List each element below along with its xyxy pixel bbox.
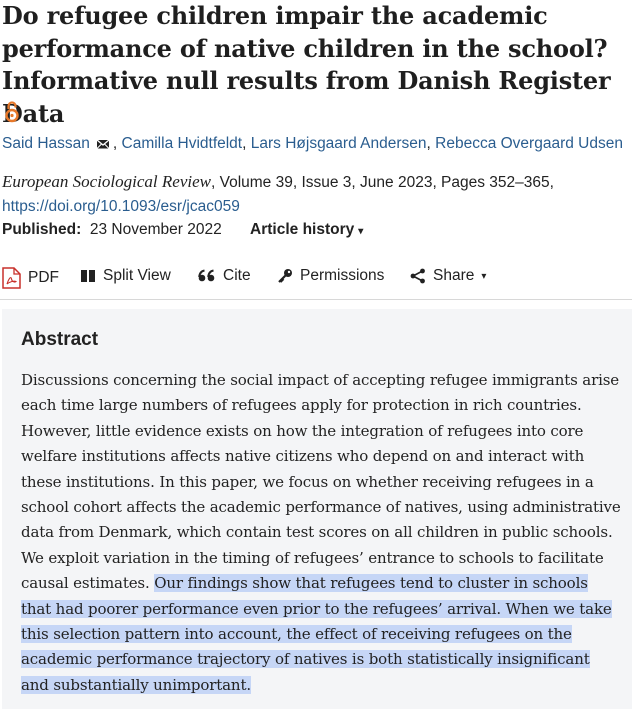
author-link[interactable]: Camilla Hvidtfeldt: [121, 135, 243, 152]
cite-button[interactable]: Cite: [198, 267, 251, 285]
author-separator: ,: [426, 135, 436, 152]
share-label: Share: [433, 267, 475, 284]
split-view-icon: [81, 270, 95, 282]
author-separator: ,: [242, 135, 251, 152]
citation-details: , Volume 39, Issue 3, June 2023, Pages 3…: [210, 174, 554, 191]
author-link[interactable]: Lars Højsgaard Andersen: [250, 135, 427, 152]
split-view-button[interactable]: Split View: [80, 267, 171, 285]
publication-info: Published: 23 November 2022 Article hist…: [2, 221, 363, 239]
abstract-text: Discussions concerning the social impact…: [21, 368, 621, 698]
split-view-label: Split View: [103, 267, 171, 284]
doi-link[interactable]: https://doi.org/10.1093/esr/jcac059: [2, 198, 240, 215]
pdf-icon: [2, 267, 21, 289]
chevron-down-icon: ▾: [481, 270, 487, 282]
article-history-label: Article history: [250, 221, 355, 238]
author-link[interactable]: Rebecca Overgaard Udsen: [435, 135, 623, 152]
cite-label: Cite: [223, 267, 251, 284]
quote-icon: [198, 269, 215, 282]
article-title: Do refugee children impair the academic …: [2, 1, 611, 128]
author-list: Said Hassan, Camilla Hvidtfeldt, Lars Hø…: [2, 133, 623, 155]
abstract-heading: Abstract: [21, 329, 99, 350]
chevron-down-icon: ▾: [358, 226, 364, 237]
pdf-label: PDF: [28, 269, 59, 286]
article-history-toggle[interactable]: Article history ▾: [250, 221, 363, 238]
author-link[interactable]: Said Hassan: [2, 135, 90, 152]
key-icon: [278, 269, 292, 283]
published-label: Published:: [2, 221, 82, 238]
share-button[interactable]: Share ▾: [410, 267, 486, 285]
pdf-button[interactable]: PDF: [2, 267, 59, 289]
permissions-label: Permissions: [300, 267, 385, 284]
article-toolbar: PDF Split View Cite Permissions Share ▾: [0, 263, 632, 300]
open-access-icon: [5, 101, 19, 123]
abstract-section: Abstract Discussions concerning the soci…: [2, 309, 632, 709]
journal-name: European Sociological Review: [2, 172, 211, 191]
permissions-button[interactable]: Permissions: [277, 267, 384, 285]
citation: European Sociological Review, Volume 39,…: [2, 170, 554, 219]
email-icon[interactable]: [96, 138, 110, 150]
share-icon: [410, 268, 425, 284]
abstract-text-plain: Discussions concerning the social impact…: [21, 371, 621, 593]
author-separator: ,: [112, 135, 122, 152]
published-date: 23 November 2022: [89, 221, 222, 238]
